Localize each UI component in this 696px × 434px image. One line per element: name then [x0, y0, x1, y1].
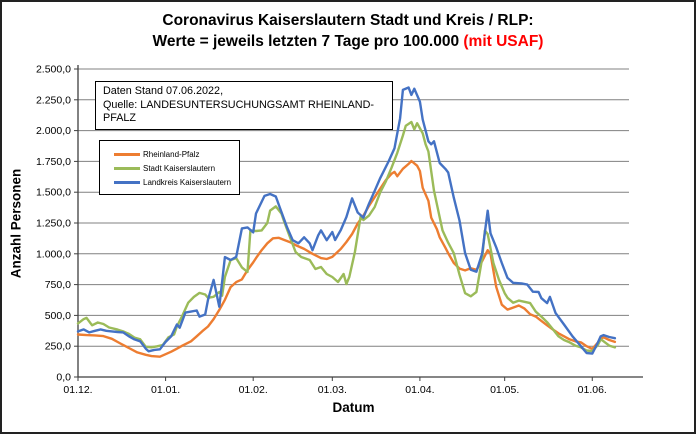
data-source-line: Quelle: LANDESUNTERSUCHUNGSAMT RHEINLAND…: [103, 98, 374, 125]
legend-label-landkreis: Landkreis Kaiserslautern: [143, 177, 232, 187]
x-tick-label-01.12.: 01.12.: [63, 384, 92, 396]
data-source-box: Daten Stand 07.06.2022, Quelle: LANDESUN…: [95, 81, 393, 130]
x-tick-label-01.01.: 01.01.: [151, 384, 180, 396]
legend: Rheinland-Pfalz Stadt Kaiserslautern Lan…: [99, 140, 240, 195]
x-tick-label-01.03.: 01.03.: [318, 384, 347, 396]
x-tick-label-01.02.: 01.02.: [239, 384, 268, 396]
chart-title-line1: Coronavirus Kaiserslautern Stadt und Kre…: [162, 12, 534, 29]
y-tick-label-2000: 2.000,0: [36, 125, 71, 137]
y-tick-label-1250: 1.250,0: [36, 218, 71, 230]
legend-item-landkreis: Landkreis Kaiserslautern: [114, 175, 233, 189]
chart-title-line2: Werte = jeweils letzten 7 Tage pro 100.0…: [2, 31, 694, 52]
y-axis-title: Anzahl Personen: [8, 168, 24, 279]
series-line-rheinland-pfalz: [76, 159, 617, 358]
chart-title: Coronavirus Kaiserslautern Stadt und Kre…: [2, 10, 694, 52]
x-axis-title: Datum: [332, 400, 375, 415]
series-line-stadt-kaiserslautern: [76, 120, 617, 353]
y-tick-label-2500: 2.500,0: [36, 64, 71, 76]
legend-label-stadt: Stadt Kaiserslautern: [143, 163, 216, 173]
legend-item-rlp: Rheinland-Pfalz: [114, 147, 233, 161]
chart-title-line2-text: Werte = jeweils letzten 7 Tage pro 100.0…: [152, 33, 464, 50]
landkreis-line-swatch: [114, 180, 140, 184]
rlp-line-swatch: [114, 152, 140, 156]
y-tick-label-500: 500,0: [45, 310, 71, 322]
y-tick-label-1750: 1.750,0: [36, 156, 71, 168]
y-tick-label-0: 0,0: [56, 372, 71, 384]
y-tick-label-2250: 2.250,0: [36, 94, 71, 106]
legend-label-rlp: Rheinland-Pfalz: [143, 149, 200, 159]
chart-title-usaf-note: (mit USAF): [463, 33, 544, 50]
y-tick-label-750: 750,0: [45, 279, 71, 291]
stadt-line-swatch: [114, 166, 140, 170]
x-tick-label-01.04.: 01.04.: [405, 384, 434, 396]
y-tick-label-1000: 1.000,0: [36, 248, 71, 260]
legend-item-stadt: Stadt Kaiserslautern: [114, 161, 233, 175]
series-line-landkreis-kaiserslautern: [76, 86, 617, 355]
x-tick-label-01.05.: 01.05.: [490, 384, 519, 396]
data-stand-line: Daten Stand 07.06.2022,: [103, 85, 224, 97]
y-tick-label-250: 250,0: [45, 341, 71, 353]
x-tick-label-01.06.: 01.06.: [578, 384, 607, 396]
y-tick-label-1500: 1.500,0: [36, 187, 71, 199]
